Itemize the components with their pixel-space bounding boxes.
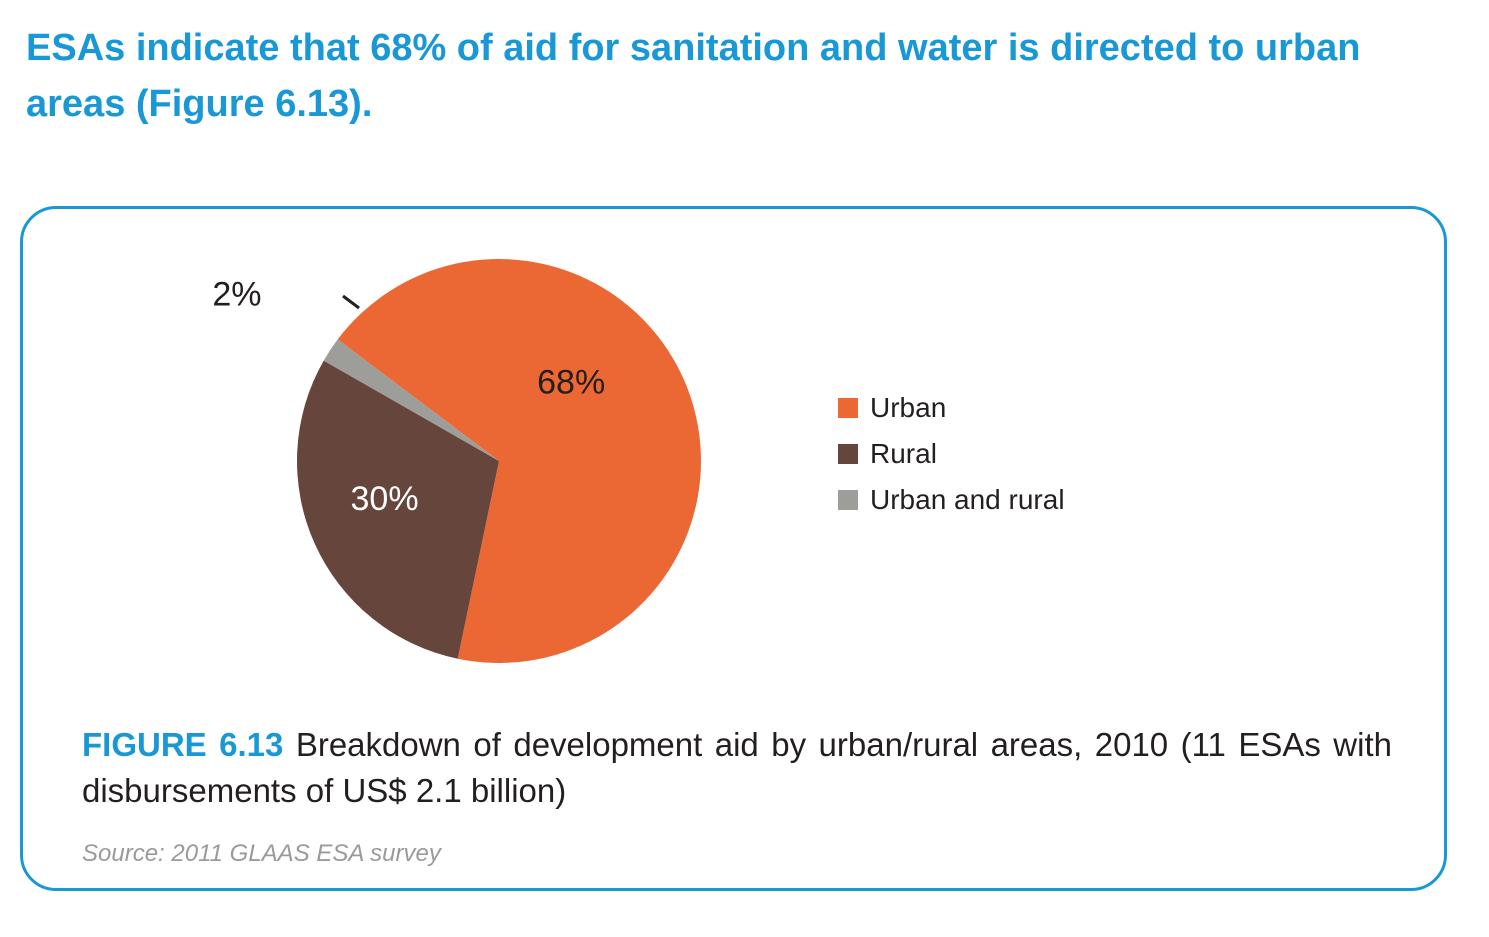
chart-legend: Urban Rural Urban and rural xyxy=(838,385,1065,523)
figure-source: Source: 2011 GLAAS ESA survey xyxy=(82,840,441,867)
figure-caption-label: FIGURE 6.13 xyxy=(82,726,284,763)
legend-label-urban-and-rural: Urban and rural xyxy=(870,484,1065,515)
legend-label-rural: Rural xyxy=(870,438,937,469)
legend-swatch-urban-and-rural xyxy=(838,490,858,510)
page-heading: ESAs indicate that 68% of aid for sanita… xyxy=(26,27,1361,125)
legend-item-urban: Urban xyxy=(838,385,1065,431)
legend-item-urban-and-rural: Urban and rural xyxy=(838,477,1065,523)
legend-swatch-urban xyxy=(838,398,858,418)
figure-panel xyxy=(20,206,1447,891)
legend-swatch-rural xyxy=(838,444,858,464)
figure-caption-text: Breakdown of development aid by urban/ru… xyxy=(82,726,1392,809)
figure-caption: FIGURE 6.13 Breakdown of development aid… xyxy=(82,722,1392,814)
legend-item-rural: Rural xyxy=(838,431,1065,477)
legend-label-urban: Urban xyxy=(870,392,947,423)
